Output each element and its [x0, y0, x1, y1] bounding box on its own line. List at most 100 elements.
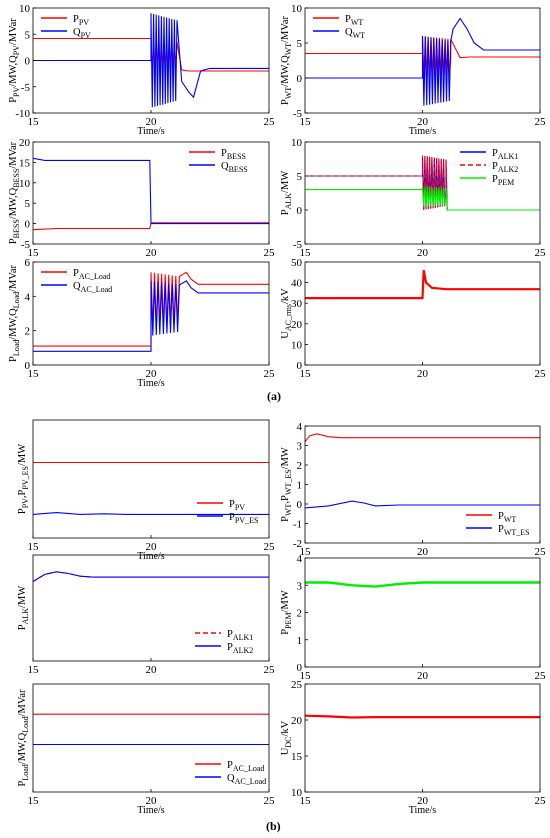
x-tick-label: 25 [264, 541, 276, 553]
x-tick-label: 15 [300, 247, 312, 259]
x-tick-label: 15 [300, 368, 312, 380]
y-tick-label: 0 [297, 73, 303, 85]
x-axis-label: Time/s [137, 805, 165, 816]
legend-label: QAC_Load [227, 773, 266, 786]
x-tick-label: 20 [417, 670, 429, 682]
y-axis-label: PALK/MW [17, 586, 30, 631]
legend-label: PAC_Load [73, 268, 110, 281]
chart-10: 15 20 25 0 1 2 3 4 PPEM/MW [280, 553, 546, 682]
x-tick-label: 25 [535, 795, 547, 807]
series-line-2 [33, 280, 269, 352]
y-axis-label: PLoad/MW,QLoad/MVar [17, 689, 30, 786]
y-tick-label: -1 [293, 519, 302, 531]
y-tick-label: 10 [19, 178, 31, 190]
legend-label: PALK2 [227, 642, 253, 655]
series-line-2 [33, 157, 269, 225]
x-tick-label: 20 [146, 795, 158, 807]
chart-5: 15 20 25 Time/s 0 2 4 6 PLoad/MW,QLoad/MVar PAC_L… [8, 257, 275, 389]
x-tick-label: 15 [28, 368, 40, 380]
legend-label: PWT_ES [498, 524, 530, 537]
legend-label: PALK2 [492, 161, 518, 174]
y-tick-label: 20 [291, 319, 303, 331]
y-tick-label: 20 [291, 715, 303, 727]
x-tick-label: 25 [535, 546, 547, 558]
legend-label: PPV_ES [229, 512, 258, 525]
legend-label: PWT [345, 14, 363, 27]
x-tick-label: 20 [146, 541, 158, 553]
x-tick-label: 25 [264, 795, 276, 807]
series-line-2 [33, 571, 269, 582]
y-tick-label: -5 [21, 82, 31, 94]
x-tick-label: 20 [146, 368, 158, 380]
series-line-2 [305, 17, 540, 106]
y-tick-label: 0 [25, 219, 31, 231]
y-axis-label: PBESS/MW,QBESS/MVar [8, 141, 21, 244]
x-axis-label: Time/s [409, 805, 437, 816]
plot-frame [304, 683, 541, 793]
legend-label: PWT [498, 511, 516, 524]
y-tick-label: 2 [297, 608, 303, 620]
y-tick-label: 1 [297, 480, 303, 492]
x-axis-label: Time/s [137, 126, 165, 137]
series-line-2 [33, 13, 269, 108]
x-axis-label: Time/s [409, 126, 437, 137]
y-tick-label: 0 [297, 360, 303, 372]
y-tick-label: 10 [291, 787, 303, 799]
y-axis-label: PWT,PWT_ES/MW [280, 447, 293, 522]
legend-label: PPV [73, 14, 89, 27]
legend-label: PPV [229, 499, 245, 512]
y-tick-label: 5 [297, 38, 303, 50]
legend-label: PALK1 [227, 629, 253, 642]
x-tick-label: 20 [417, 795, 429, 807]
x-tick-label: 20 [146, 247, 158, 259]
y-tick-label: 2 [297, 460, 303, 472]
x-tick-label: 25 [535, 368, 547, 380]
y-tick-label: -5 [293, 239, 303, 251]
y-tick-label: 10 [291, 339, 303, 351]
y-axis-label: PWT/MW,QWT/MVar [280, 16, 293, 105]
x-tick-label: 15 [28, 116, 40, 128]
y-tick-label: 20 [19, 137, 31, 149]
y-tick-label: 5 [297, 171, 303, 183]
x-tick-label: 15 [300, 116, 312, 128]
x-tick-label: 25 [535, 247, 547, 259]
panel-label-a: (a) [267, 389, 281, 403]
chart-11: 15 20 25 Time/s PLoad/MW,QLoad/MVar PAC_LoadQ… [17, 683, 276, 816]
x-tick-label: 25 [264, 664, 276, 676]
series-line-1 [305, 581, 540, 588]
y-tick-label: 2 [25, 326, 31, 338]
x-tick-label: 20 [417, 247, 429, 259]
y-tick-label: 4 [25, 291, 31, 303]
y-tick-label: 10 [19, 3, 31, 15]
legend-label: QBESS [221, 161, 248, 174]
x-tick-label: 25 [264, 368, 276, 380]
y-tick-label: 4 [297, 421, 303, 433]
y-axis-label: UAC_rms/kV [280, 288, 293, 339]
y-tick-label: 0 [297, 205, 303, 217]
y-axis-label: PPV/MW,QPV/MVar [8, 18, 21, 103]
y-axis-label: PPEM/MW [280, 590, 293, 635]
x-tick-label: 15 [28, 795, 40, 807]
y-axis-label: PLoad/MW,QLoad/MVar [8, 265, 21, 362]
series-line-1 [305, 714, 540, 719]
legend-label: QPV [73, 27, 91, 40]
legend-label: PALK1 [492, 148, 518, 161]
x-tick-label: 15 [300, 670, 312, 682]
y-tick-label: 0 [297, 662, 303, 674]
y-tick-label: 5 [25, 198, 31, 210]
x-tick-label: 20 [146, 116, 158, 128]
y-tick-label: 10 [291, 3, 303, 15]
y-tick-label: 3 [297, 441, 303, 453]
